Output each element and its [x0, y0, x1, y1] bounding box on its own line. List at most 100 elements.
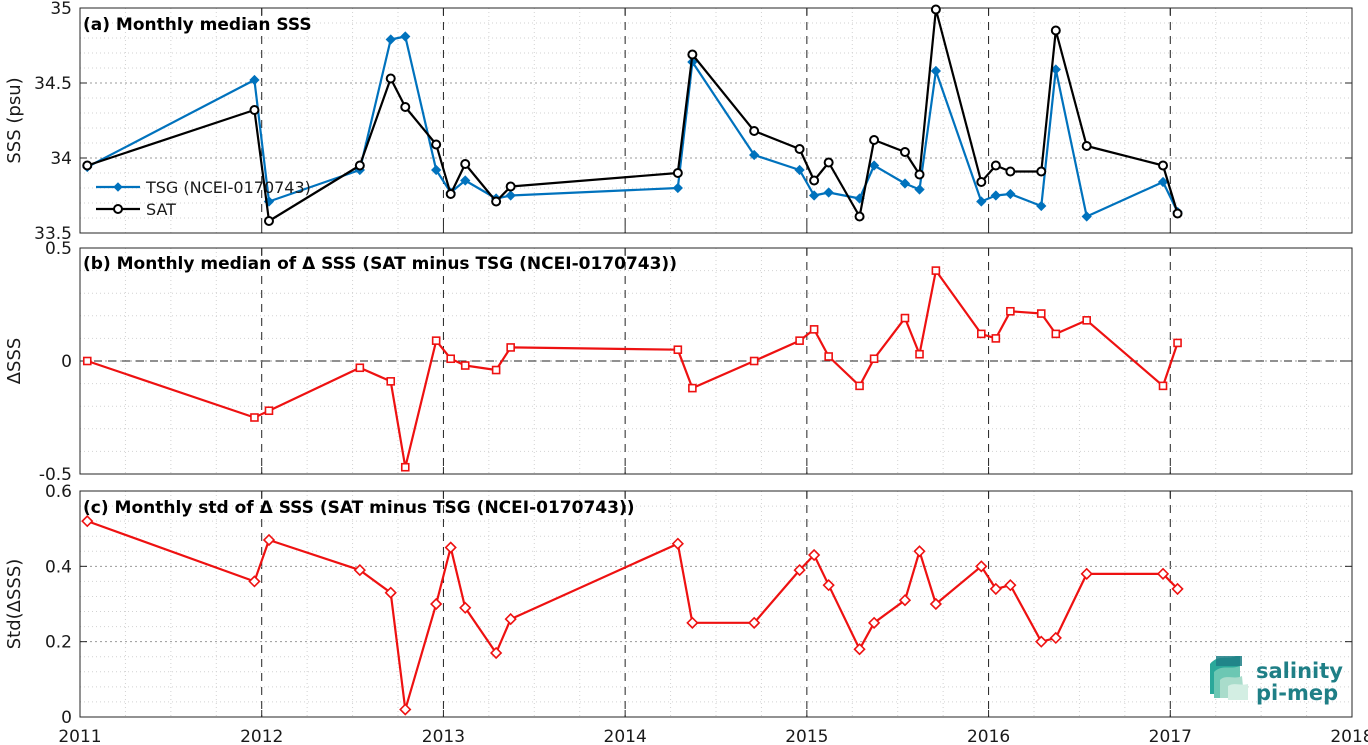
panel-a-data-point: [263, 216, 274, 226]
panel-b-data-point: [809, 325, 819, 334]
panel-c-data-point: [686, 616, 699, 629]
legend-tsg-marker: [113, 182, 123, 192]
panel-b-data-point: [977, 329, 986, 339]
panel-a-data-point: [1050, 25, 1061, 36]
panel-b-data-point: [915, 349, 924, 359]
xtick-label: 2013: [422, 727, 465, 745]
panel-b-data-point: [1158, 381, 1168, 391]
panel-b-data-point: [1173, 338, 1182, 348]
panel-b-data-point: [688, 383, 697, 393]
panel-a-data-point: [809, 175, 820, 186]
panel-a-data-point: [505, 181, 516, 192]
panel-a-data-point: [1172, 208, 1183, 219]
xtick-label: 2016: [967, 727, 1010, 745]
panel-a-data-point: [431, 139, 442, 150]
panel-a-data-point: [990, 160, 1001, 171]
panel-a-data-point: [794, 164, 805, 176]
panel-c-data-point: [1049, 631, 1062, 645]
panel-a-data-point: [868, 160, 880, 171]
panel-b-data-point: [460, 361, 470, 370]
panel-c-data-point: [353, 563, 366, 577]
panel-c-data-point: [975, 560, 988, 573]
panel-c-data-point: [989, 582, 1002, 596]
panel-a-data-point: [1036, 166, 1047, 177]
panel-c-data-point: [807, 548, 821, 562]
panel-a-data-point: [385, 34, 396, 45]
panel-c-data-point: [399, 703, 412, 716]
panel-a-data-point: [794, 144, 805, 154]
panel-c-data-point: [853, 643, 866, 656]
panel-c-title: (c) Monthly std of Δ SSS (SAT minus TSG …: [83, 498, 634, 518]
panel-c-data-point: [929, 597, 943, 611]
panel-b-data-point: [82, 356, 92, 366]
panel-a-data-point: [1005, 166, 1016, 177]
logo-top-band: [1216, 656, 1242, 666]
panel-a-data-point: [249, 74, 260, 86]
panel-a-data-point: [990, 190, 1001, 201]
panel-a-data-point: [687, 49, 698, 60]
panel-b-data-point: [386, 377, 396, 386]
panel-a-data-point: [854, 211, 865, 222]
panel-b-data-point: [824, 352, 833, 361]
panel-c-data-point: [1035, 635, 1048, 648]
panel-b-data-point: [855, 381, 864, 391]
panel-b-data-point: [506, 343, 515, 352]
panel-b-data-point: [446, 354, 455, 364]
legend-sat-label: SAT: [146, 200, 176, 219]
panel-c-ytick-label: 0.2: [45, 633, 72, 653]
panel-a-data-point: [976, 196, 987, 207]
panel-a-data-point: [672, 168, 683, 178]
panel-a-ytick-label: 34: [50, 149, 72, 169]
panel-a-data-point: [914, 184, 925, 195]
panel-c-data-point: [459, 601, 472, 614]
panel-c-data-point: [671, 537, 684, 550]
logo-line2: pi-mep: [1256, 681, 1338, 705]
panel-c-data-point: [248, 575, 261, 588]
panel-c-data-point: [504, 612, 517, 626]
panel-a-data-point: [899, 178, 911, 189]
panel-b-data-point: [250, 413, 259, 422]
data-layer: [81, 4, 1184, 716]
panel-a-title: (a) Monthly median SSS: [83, 15, 312, 35]
panel-a-data-point: [445, 189, 456, 199]
panel-a-data-point: [1158, 160, 1169, 171]
panel-a-data-point: [1050, 64, 1061, 75]
panel-c-ytick-label: 0.6: [45, 482, 72, 502]
panel-a-data-point: [1081, 141, 1092, 151]
panel-a-data-point: [1005, 188, 1016, 200]
panel-a-data-point: [460, 159, 471, 169]
xtick-label: 2014: [604, 727, 647, 745]
panel-a-data-point: [460, 175, 471, 186]
panel-b-data-point: [400, 462, 410, 472]
panel-a-data-point: [749, 126, 760, 136]
panel-c-data-point: [748, 616, 761, 629]
panel-a-data-point: [400, 102, 411, 112]
panel-c-data-point: [81, 515, 94, 528]
panel-a-ytick-label: 34.5: [34, 74, 72, 94]
panel-c-data-point: [913, 545, 926, 558]
panel-b-data-point: [1006, 306, 1015, 316]
panel-a-data-point: [930, 65, 942, 77]
panel-b-data-point: [1036, 309, 1046, 318]
panel-a-data-point: [823, 187, 834, 198]
text-layer: 33.5 34 34.5 35 SSS (psu) (a) Monthly median …: [4, 0, 1368, 745]
logo-wave-shape: [1228, 684, 1248, 700]
panel-c-data-point: [1156, 567, 1170, 580]
panel-a-data-point: [431, 164, 442, 176]
panel-b-data-point: [869, 354, 879, 364]
xtick-label: 2012: [240, 727, 283, 745]
panel-c-ytick-label: 0: [61, 708, 72, 728]
panel-b-ytick-label: 0: [61, 352, 72, 372]
panel-b-data-point: [431, 336, 441, 345]
xtick-label: 2017: [1149, 727, 1192, 745]
panel-a-data-point: [749, 149, 760, 161]
panel-b-data-point: [931, 266, 941, 275]
xtick-label: 2018: [1330, 727, 1368, 745]
panel-a-data-point: [385, 73, 396, 84]
panel-b-data-point: [355, 363, 365, 373]
xtick-label: 2011: [58, 727, 101, 745]
panel-a-data-point: [505, 190, 516, 201]
panel-c-data-point: [489, 646, 503, 660]
panel-c-data-point: [793, 563, 806, 577]
